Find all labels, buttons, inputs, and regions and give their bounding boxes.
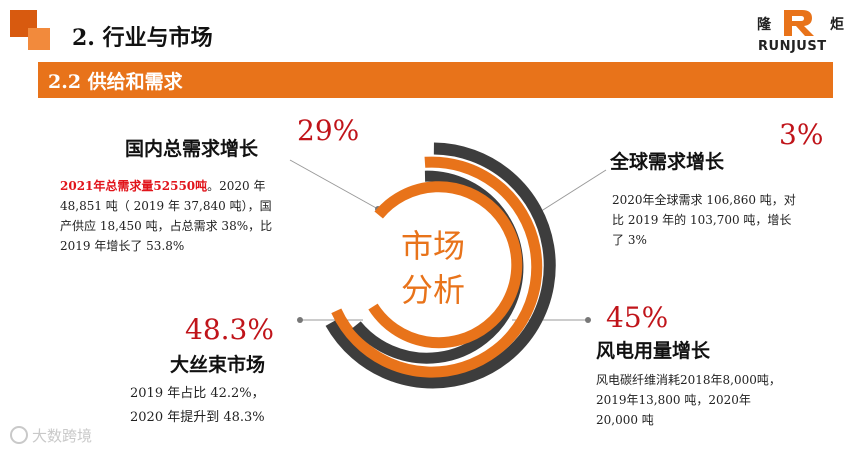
tow-body-line1: 2019 年占比 42.2%， [130, 386, 265, 401]
logo-wordmark: RUNJUST [758, 39, 827, 54]
wind-percent: 45% [606, 301, 669, 334]
arc-orange-2 [331, 156, 543, 378]
tow-body: 2019 年占比 42.2%， 2020 年提升到 48.3% [130, 382, 350, 430]
leader-dot-tow [297, 317, 303, 323]
logo-mark-icon [780, 8, 820, 38]
global-percent: 3% [779, 118, 824, 151]
domestic-percent: 29% [297, 114, 360, 147]
tow-percent: 48.3% [185, 313, 274, 346]
page-title: 2. 行业与市场 [72, 25, 213, 51]
domestic-highlight: 2021年总需求量52550吨 [60, 179, 208, 193]
arc-outer-dark [325, 142, 556, 389]
tow-body-line2: 2020 年提升到 48.3% [130, 410, 265, 425]
section-title: 2.2 供给和需求 [48, 71, 183, 93]
header-square-light [28, 28, 50, 50]
logo-text-left: 隆 [757, 17, 771, 33]
wind-body: 风电碳纤维消耗2018年8,000吨，2019年13,800 吨，2020年20… [596, 373, 781, 427]
watermark-icon [10, 426, 28, 444]
leader-dot-wind [585, 317, 591, 323]
domestic-body: 2021年总需求量52550吨。2020 年 48,851 吨（ 2019 年 … [60, 176, 280, 256]
center-label: 市场 分析 [386, 224, 480, 312]
domestic-title: 国内总需求增长 [125, 138, 259, 160]
leader-line-domestic [289, 159, 379, 210]
logo-text-right: 炬 [830, 17, 844, 33]
center-label-line2: 分析 [400, 271, 465, 309]
wind-title: 风电用量增长 [596, 340, 711, 362]
domestic-body-text: 。2020 年 48,851 吨（ 2019 年 37,840 吨），国产供应 … [60, 179, 273, 253]
section-bar [38, 62, 833, 98]
center-label-line1: 市场 [400, 227, 465, 265]
tow-title: 大丝束市场 [170, 354, 266, 376]
watermark: 大数跨境 [10, 425, 92, 446]
global-body: 2020年全球需求 106,860 吨，对比 2019 年的 103,700 吨… [612, 193, 796, 247]
global-title: 全球需求增长 [610, 151, 725, 173]
arc-inner-orange [368, 181, 523, 349]
watermark-text: 大数跨境 [32, 427, 93, 445]
leader-line-global [534, 169, 607, 216]
